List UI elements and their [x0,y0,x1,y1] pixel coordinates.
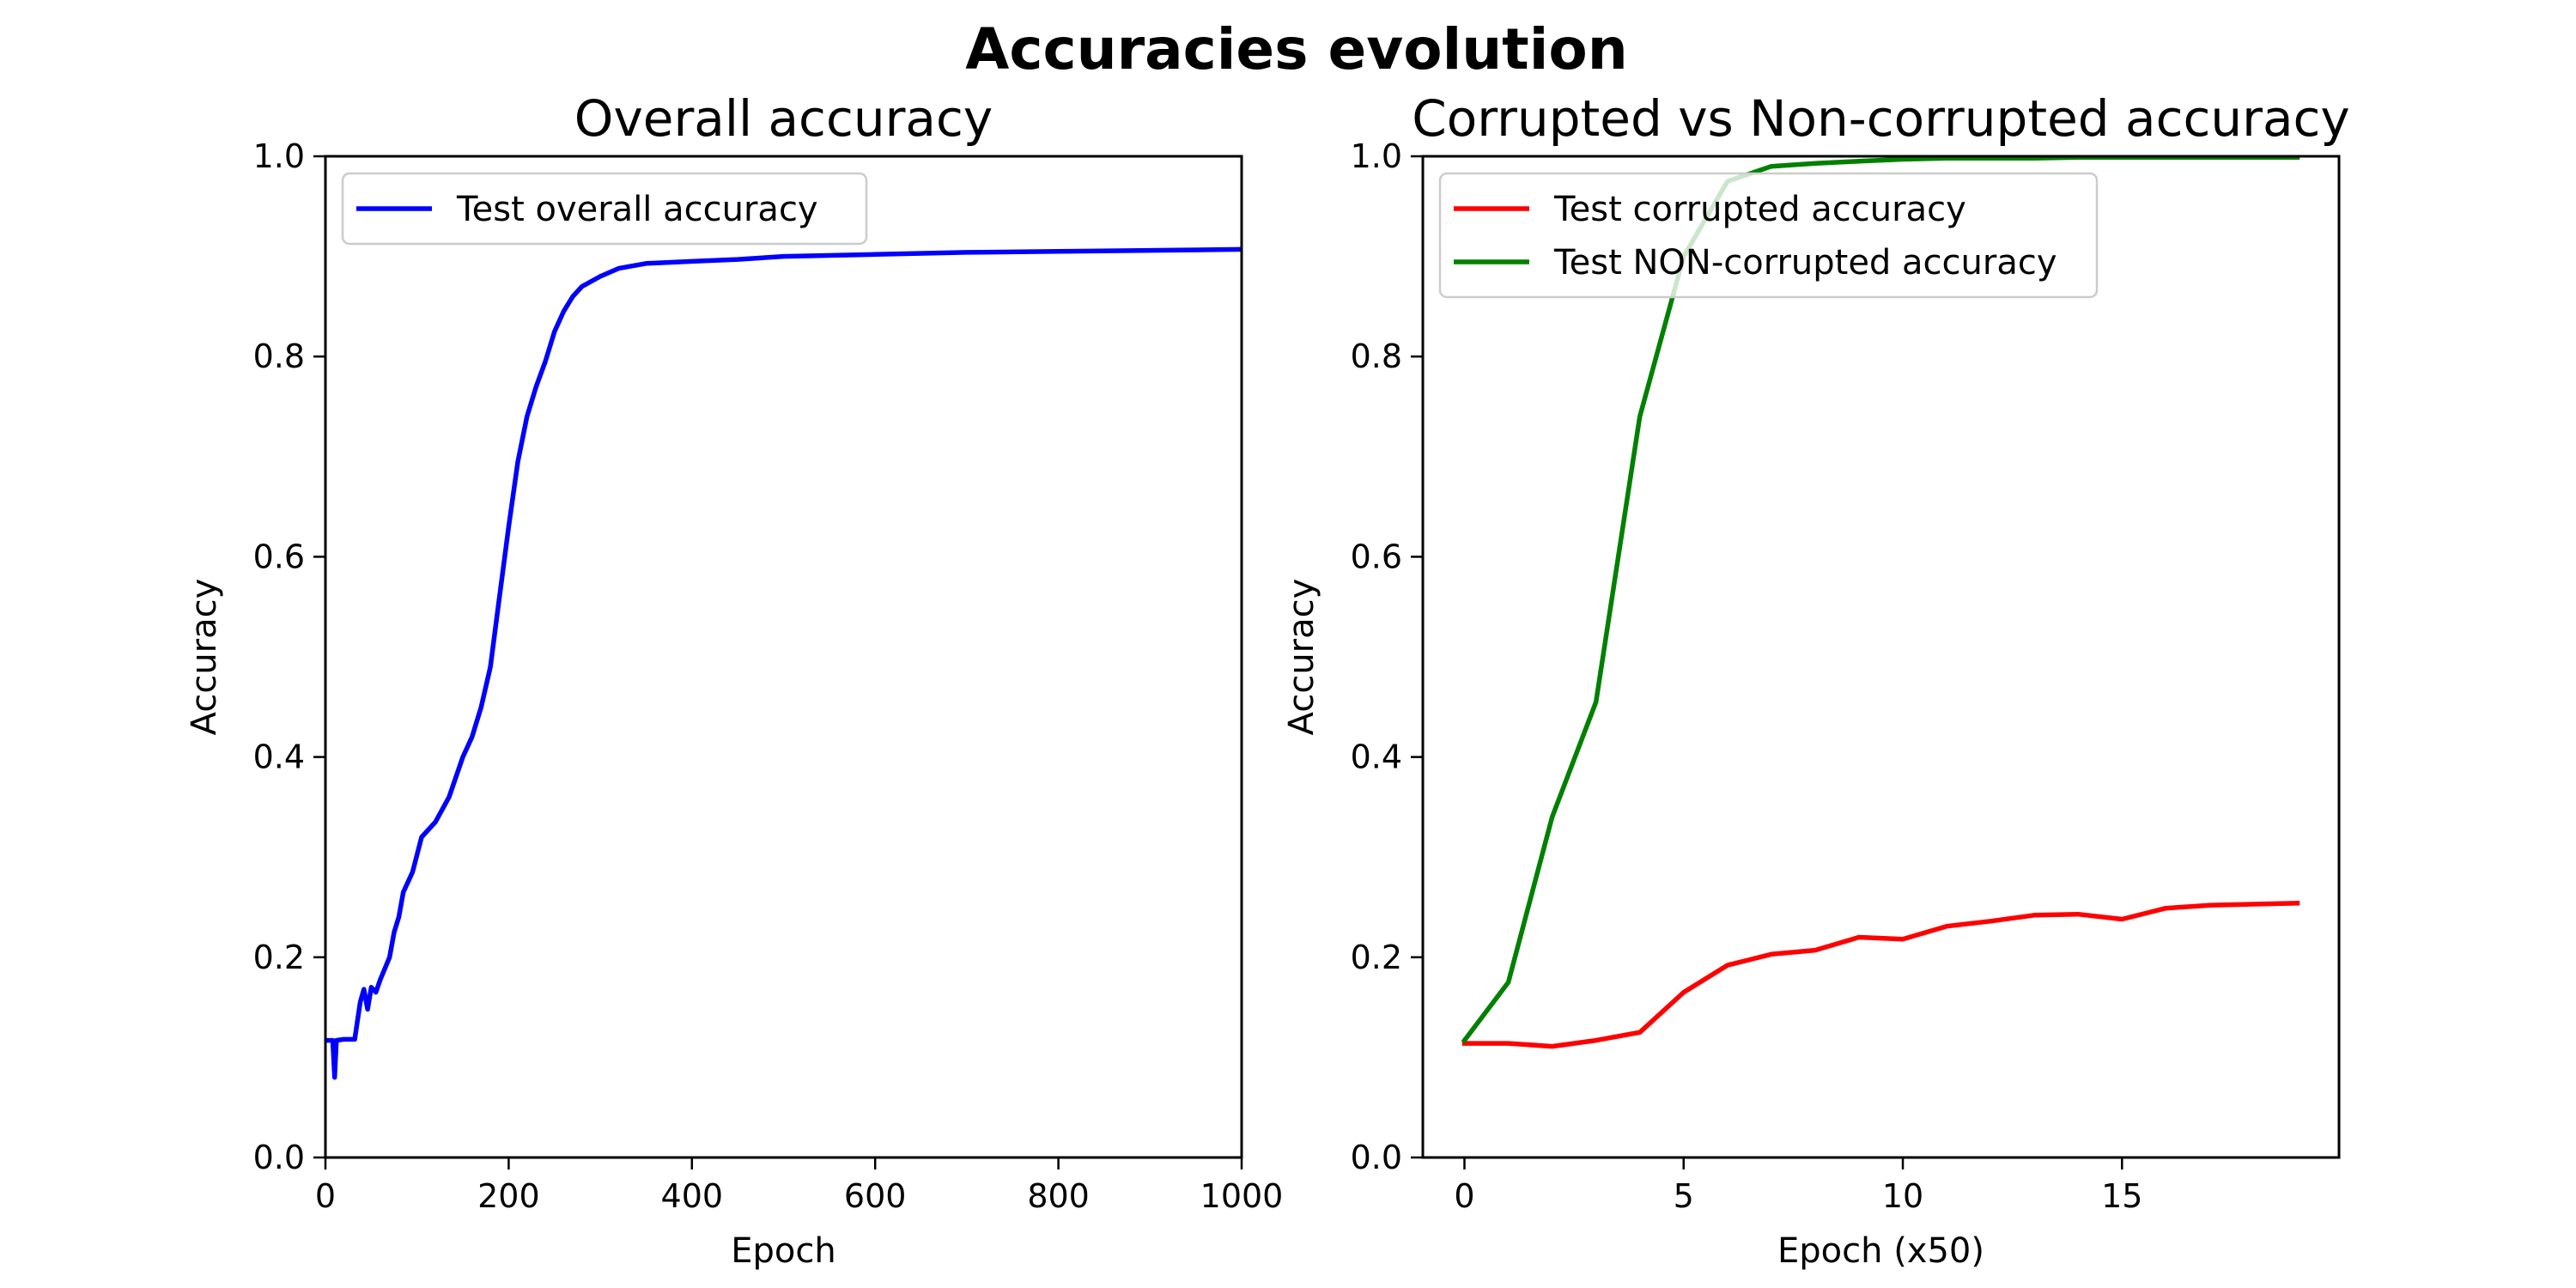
chart-0-ytick-label: 0.6 [253,538,305,575]
chart-1-xtick-label: 15 [2101,1177,2142,1215]
chart-1-ytick-label: 0.8 [1351,337,1402,375]
chart-1-legend [1438,172,2099,299]
chart-1-title: Corrupted vs Non-corrupted accuracy [1412,89,2349,148]
chart-0-ylabel: Accuracy [185,579,224,736]
chart-1-xtick-label: 0 [1454,1177,1474,1215]
chart-0-xtick-label: 400 [661,1177,724,1215]
chart-1-legend-label-0: Test corrupted accuracy [1553,190,1966,229]
chart-0-legend [341,172,868,246]
chart-0-series-0-line [325,246,1242,1080]
chart-1-series-0-line [1461,900,2300,1049]
chart-0-xtick-label: 200 [477,1177,540,1215]
panel-overall-accuracy: Overall accuracy 0.0 0.2 0.4 0.6 0.8 1.0 0 200 40… [185,89,1283,1271]
chart-0-xlabel: Epoch [731,1231,835,1271]
chart-0-title: Overall accuracy [574,89,993,148]
chart-1-legend-label-1: Test NON-corrupted accuracy [1553,243,2057,283]
chart-0-ytick-label: 0.4 [253,738,305,776]
chart-1-ytick-label: 0.6 [1351,538,1402,575]
panel-corrupted-vs-noncorrupted: Corrupted vs Non-corrupted accuracy 0.0 0.… [1282,89,2350,1271]
chart-1-xtick-label: 10 [1882,1177,1923,1215]
chart-0-legend-label-0: Test overall accuracy [456,190,818,229]
chart-0-axes-frame [324,155,1243,1159]
figure-suptitle: Accuracies evolution [965,16,1627,82]
chart-1-xlabel: Epoch (x50) [1777,1231,1984,1271]
chart-1-ytick-label: 0.2 [1351,939,1402,976]
chart-1-ytick-label: 0.0 [1351,1139,1402,1176]
chart-0-ytick-label: 0.8 [253,337,305,375]
chart-1-ytick-label: 1.0 [1351,137,1402,175]
chart-0-ytick-label: 0.2 [253,939,305,976]
chart-1-xtick-label: 5 [1674,1177,1694,1215]
chart-1-ytick-label: 0.4 [1351,738,1402,776]
chart-0-xtick-label: 1000 [1200,1177,1284,1215]
chart-0-xtick-label: 0 [315,1177,336,1215]
chart-1-axes-frame [1421,155,2341,1159]
chart-0-ytick-label: 0.0 [253,1139,305,1176]
chart-0-xtick-label: 800 [1027,1177,1090,1215]
chart-0-ytick-label: 1.0 [253,137,305,175]
chart-1-ylabel: Accuracy [1282,579,1321,736]
chart-0-xtick-label: 600 [844,1177,907,1215]
